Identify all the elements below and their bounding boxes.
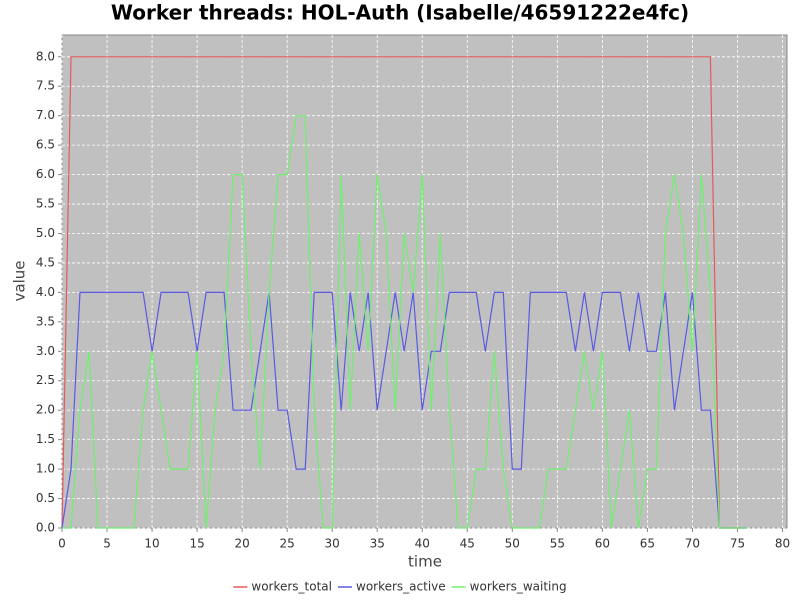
y-tick-label: 2.0 [36, 403, 55, 417]
x-axis-title: time [408, 553, 442, 571]
y-tick-label: 7.5 [36, 79, 55, 93]
legend-label: workers_active [356, 580, 446, 594]
y-tick-label: 6.0 [36, 167, 55, 181]
x-tick-label: 50 [505, 537, 520, 551]
y-tick-label: 3.0 [36, 344, 55, 358]
y-tick-label: 2.5 [36, 373, 55, 387]
x-tick-label: 55 [550, 537, 565, 551]
y-tick-label: 5.0 [36, 226, 55, 240]
plot-area [61, 34, 788, 529]
y-tick-label: 6.5 [36, 138, 55, 152]
x-tick-label: 65 [640, 537, 655, 551]
y-tick-label: 1.5 [36, 432, 55, 446]
legend-label: workers_waiting [470, 580, 567, 594]
y-tick-label: 4.0 [36, 285, 55, 299]
y-tick-label: 3.5 [36, 314, 55, 328]
x-tick-label: 70 [685, 537, 700, 551]
x-tick-label: 10 [144, 537, 159, 551]
y-tick-label: 4.5 [36, 255, 55, 269]
x-tick-label: 0 [58, 537, 66, 551]
y-tick-label: 0.0 [36, 521, 55, 535]
y-axis-title: value [11, 261, 29, 302]
series-line [61, 291, 747, 529]
x-tick-label: 35 [370, 537, 385, 551]
x-tick-label: 30 [325, 537, 340, 551]
x-tick-label: 5 [103, 537, 111, 551]
x-tick-label: 80 [775, 537, 790, 551]
y-tick-label: 1.0 [36, 462, 55, 476]
x-tick-label: 20 [234, 537, 249, 551]
y-tick-label: 0.5 [36, 491, 55, 505]
x-tick-label: 60 [595, 537, 610, 551]
y-tick-label: 5.5 [36, 197, 55, 211]
chart-title: Worker threads: HOL-Auth (Isabelle/46591… [111, 1, 689, 25]
x-tick-label: 75 [730, 537, 745, 551]
series-line [61, 56, 747, 529]
y-tick-label: 8.0 [36, 49, 55, 63]
x-tick-label: 25 [280, 537, 295, 551]
x-tick-label: 40 [415, 537, 430, 551]
x-tick-label: 15 [189, 537, 204, 551]
legend-label: workers_total [251, 580, 332, 594]
series-line [62, 115, 747, 529]
x-tick-label: 45 [460, 537, 475, 551]
y-tick-label: 7.0 [36, 108, 55, 122]
